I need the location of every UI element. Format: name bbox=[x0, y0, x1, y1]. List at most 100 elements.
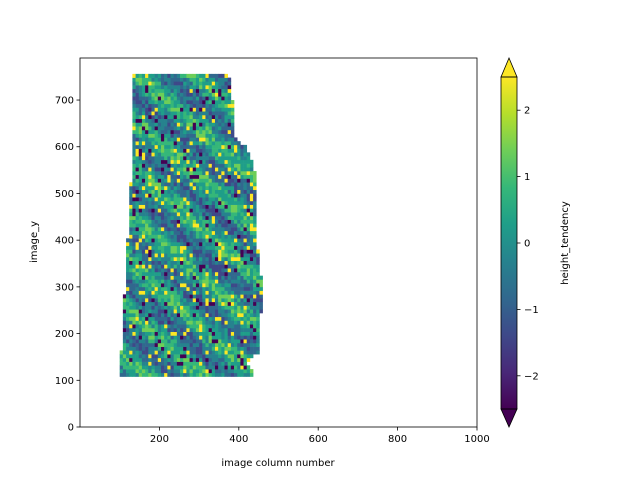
heatmap-cell bbox=[145, 81, 149, 86]
heatmap-cell bbox=[192, 256, 197, 262]
heatmap-cell bbox=[122, 313, 127, 318]
heatmap-cell bbox=[253, 223, 257, 228]
heatmap-cell bbox=[160, 223, 165, 228]
heatmap-cell bbox=[240, 144, 244, 149]
heatmap-cell bbox=[230, 256, 235, 262]
heatmap-cell bbox=[135, 283, 140, 288]
heatmap-cell bbox=[180, 159, 184, 164]
heatmap-cell bbox=[176, 253, 181, 258]
heatmap-cell bbox=[214, 111, 219, 116]
heatmap-cell bbox=[151, 111, 155, 116]
heatmap-cell bbox=[176, 122, 181, 127]
heatmap-cell bbox=[192, 197, 197, 202]
heatmap-cell bbox=[218, 230, 222, 235]
heatmap-cell bbox=[164, 148, 168, 153]
heatmap-cell bbox=[199, 122, 203, 127]
heatmap-cell bbox=[160, 309, 165, 314]
heatmap-cell bbox=[170, 189, 174, 194]
heatmap-cell bbox=[208, 320, 213, 325]
heatmap-cell bbox=[246, 212, 251, 217]
heatmap-cell bbox=[234, 242, 238, 247]
heatmap-cell bbox=[129, 350, 133, 355]
heatmap-cell bbox=[135, 342, 140, 347]
heatmap-cell bbox=[224, 197, 228, 202]
heatmap-cell bbox=[246, 167, 251, 172]
heatmap-cell bbox=[176, 354, 181, 359]
heatmap-cell bbox=[240, 305, 244, 310]
heatmap-cell bbox=[246, 208, 251, 213]
heatmap-cell bbox=[145, 298, 149, 303]
heatmap-cell bbox=[211, 268, 216, 273]
heatmap-cell bbox=[180, 249, 184, 254]
heatmap-cell bbox=[208, 294, 213, 299]
heatmap-cell bbox=[145, 96, 149, 101]
heatmap-cell bbox=[195, 92, 200, 97]
heatmap-cell bbox=[132, 260, 136, 265]
heatmap-cell bbox=[180, 238, 184, 243]
heatmap-cell bbox=[195, 309, 200, 314]
heatmap-cell bbox=[138, 238, 143, 243]
heatmap-cell bbox=[160, 290, 165, 295]
heatmap-cell bbox=[183, 111, 187, 116]
heatmap-cell bbox=[253, 238, 257, 243]
heatmap-cell bbox=[145, 227, 149, 232]
heatmap-cell bbox=[234, 350, 238, 355]
heatmap-cell bbox=[160, 372, 165, 377]
heatmap-cell bbox=[227, 189, 232, 194]
heatmap-cell bbox=[138, 185, 143, 191]
heatmap-cell bbox=[208, 286, 213, 291]
heatmap-cell bbox=[154, 268, 159, 273]
heatmap-cell bbox=[173, 313, 178, 318]
heatmap-cell bbox=[141, 271, 146, 276]
heatmap-cell bbox=[214, 189, 219, 194]
heatmap-cell bbox=[151, 189, 155, 194]
heatmap-cell bbox=[211, 301, 216, 306]
heatmap-cell bbox=[211, 230, 216, 235]
heatmap-cell bbox=[246, 331, 251, 336]
heatmap-cell bbox=[145, 305, 149, 310]
heatmap-cell bbox=[138, 301, 143, 306]
heatmap-cell bbox=[135, 260, 140, 265]
heatmap-cell bbox=[234, 305, 238, 310]
heatmap-cell bbox=[119, 365, 124, 370]
heatmap-cell bbox=[249, 238, 254, 243]
heatmap-cell bbox=[199, 111, 203, 116]
heatmap-cell bbox=[132, 92, 136, 97]
heatmap-cell bbox=[186, 372, 190, 377]
heatmap-cell bbox=[211, 245, 216, 250]
heatmap-cell bbox=[234, 253, 238, 258]
heatmap-cell bbox=[129, 342, 133, 347]
heatmap-cell bbox=[192, 223, 197, 228]
heatmap-cell bbox=[154, 234, 159, 239]
heatmap-cell bbox=[202, 81, 206, 86]
heatmap-cell bbox=[240, 331, 244, 336]
heatmap-cell bbox=[160, 350, 165, 355]
heatmap-cell bbox=[237, 167, 241, 172]
heatmap-cell bbox=[154, 148, 159, 153]
heatmap-cell bbox=[243, 271, 248, 276]
heatmap-cell bbox=[151, 298, 155, 303]
heatmap-cell bbox=[237, 290, 241, 295]
heatmap-cell bbox=[221, 114, 225, 120]
heatmap-cell bbox=[186, 200, 190, 205]
heatmap-cell bbox=[218, 193, 222, 198]
heatmap-cell bbox=[243, 350, 248, 355]
heatmap-cell bbox=[214, 372, 219, 377]
heatmap-cell bbox=[208, 223, 213, 228]
heatmap-cell bbox=[129, 305, 133, 310]
heatmap-cell bbox=[135, 331, 140, 336]
heatmap-cell bbox=[199, 342, 203, 347]
heatmap-cell bbox=[138, 107, 143, 112]
heatmap-cell bbox=[214, 346, 219, 351]
heatmap-cell bbox=[240, 298, 244, 303]
heatmap-cell bbox=[237, 372, 241, 377]
heatmap-cell bbox=[211, 208, 216, 213]
heatmap-cell bbox=[135, 324, 140, 329]
heatmap-cell bbox=[148, 129, 152, 134]
heatmap-cell bbox=[192, 174, 197, 179]
heatmap-cell bbox=[180, 178, 184, 183]
heatmap-cell bbox=[132, 122, 136, 127]
heatmap-cell bbox=[186, 342, 190, 347]
heatmap-cell bbox=[189, 197, 194, 202]
heatmap-cell bbox=[205, 264, 209, 269]
